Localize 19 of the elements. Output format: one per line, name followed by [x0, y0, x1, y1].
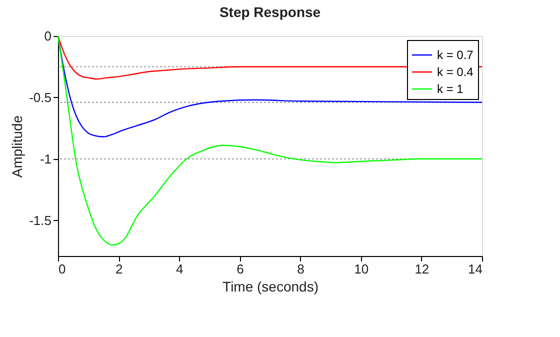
x-tick-label: 8: [297, 262, 304, 276]
chart-title: Step Response: [219, 4, 321, 20]
x-tick-label: 2: [115, 262, 123, 276]
y-tick-label: -0.5: [29, 90, 52, 105]
x-tick-label: 10: [354, 262, 369, 276]
y-tick-label: -1.5: [29, 212, 52, 228]
legend-label: k = 0.4: [437, 65, 474, 79]
line-series: [57, 35, 483, 246]
legend-label: k = 0.7: [437, 48, 474, 62]
x-tick-label: 4: [176, 262, 184, 276]
x-tick-label: 14: [468, 262, 482, 276]
y-axis-title: Amplitude: [9, 115, 26, 178]
y-tick-label: 0: [44, 28, 52, 44]
x-tick-label: 6: [236, 262, 244, 276]
y-tick-label: -1: [40, 151, 52, 166]
x-axis-title: Time (seconds): [222, 278, 318, 294]
x-tick-label: 0: [58, 262, 66, 276]
legend-label: k = 1: [437, 82, 464, 96]
x-tick-label: 12: [414, 262, 430, 276]
